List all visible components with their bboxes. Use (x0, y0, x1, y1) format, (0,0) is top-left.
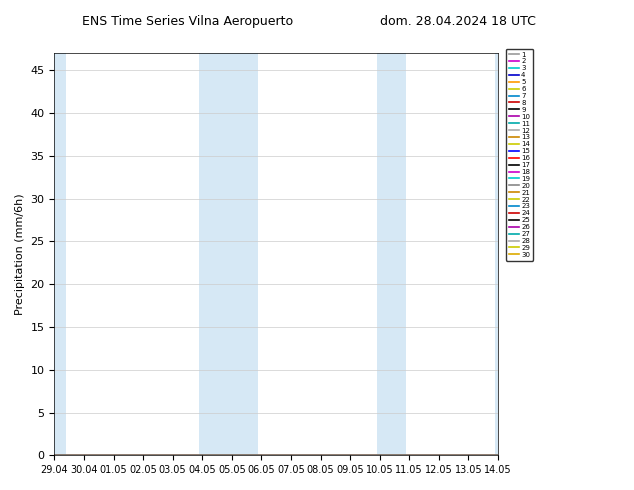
Legend: 1, 2, 3, 4, 5, 6, 7, 8, 9, 10, 11, 12, 13, 14, 15, 16, 17, 18, 19, 20, 21, 22, 2: 1, 2, 3, 4, 5, 6, 7, 8, 9, 10, 11, 12, 1… (506, 49, 533, 261)
Bar (55, 53, 66, 455)
Text: ENS Time Series Vilna Aeropuerto: ENS Time Series Vilna Aeropuerto (82, 15, 294, 28)
Bar (199, 53, 259, 455)
Y-axis label: Precipitation (mm/6h): Precipitation (mm/6h) (15, 194, 25, 315)
Bar (377, 53, 406, 455)
Text: dom. 28.04.2024 18 UTC: dom. 28.04.2024 18 UTC (380, 15, 536, 28)
Bar (495, 53, 498, 455)
